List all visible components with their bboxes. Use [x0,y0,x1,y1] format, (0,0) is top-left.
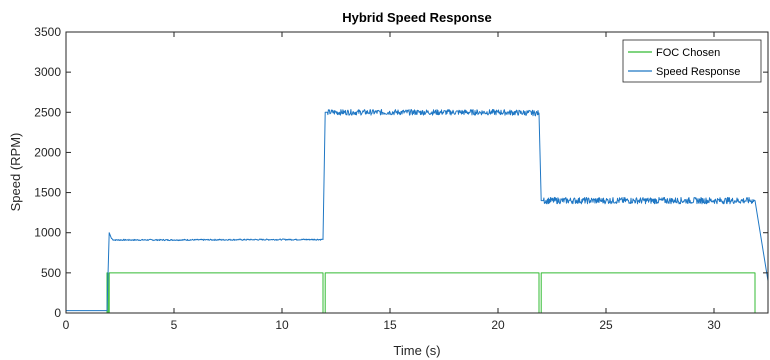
y-tick-label: 1000 [34,226,61,240]
y-axis: 0 500 1000 1500 2000 2500 3000 3500 [34,25,768,320]
x-axis-title: Time (s) [393,343,440,358]
x-tick-label: 20 [491,318,505,332]
legend-label-foc-chosen: FOC Chosen [656,47,720,59]
x-tick-label: 0 [63,318,70,332]
x-tick-label: 25 [599,318,613,332]
chart-title: Hybrid Speed Response [342,10,492,25]
legend-label-speed-response: Speed Response [656,66,740,78]
y-tick-label: 3500 [34,25,61,39]
plot-border [65,31,769,314]
x-tick-label: 5 [171,318,178,332]
legend-box [622,39,762,83]
y-tick-label: 2000 [34,145,61,159]
x-tick-label: 10 [275,318,289,332]
x-axis: 0 5 10 15 20 25 30 [63,32,721,332]
y-tick-label: 500 [41,266,61,280]
legend: FOC Chosen Speed Response [622,39,762,83]
x-tick-label: 30 [707,318,721,332]
y-tick-label: 3000 [34,65,61,79]
x-tick-label: 15 [383,318,397,332]
y-tick-label: 1500 [34,186,61,200]
y-axis-title: Speed (RPM) [8,133,23,212]
series-line-speed-response [66,109,769,312]
y-tick-label: 2500 [34,105,61,119]
y-tick-label: 0 [54,306,61,320]
